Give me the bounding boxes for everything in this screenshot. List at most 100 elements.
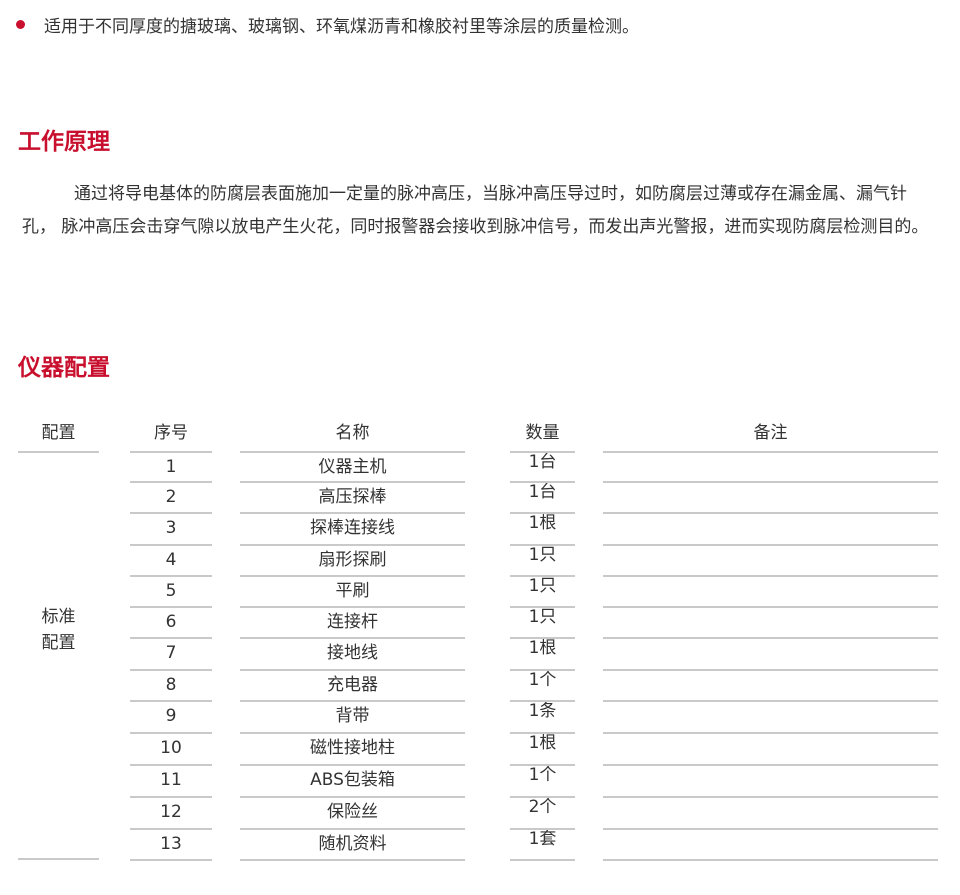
row-name: 保险丝: [327, 802, 378, 822]
divider: [240, 700, 465, 702]
row-qty: 1个: [528, 765, 557, 785]
divider: [510, 828, 575, 830]
row-qty: 1条: [528, 701, 557, 721]
divider: [240, 606, 465, 608]
row-no: 13: [160, 834, 182, 854]
divider: [18, 451, 99, 453]
divider: [240, 828, 465, 830]
header-note: 备注: [753, 423, 788, 443]
row-note: [603, 638, 938, 669]
row-no: 1: [165, 457, 177, 477]
principle-heading: 工作原理: [18, 129, 110, 155]
row-note: [603, 513, 938, 544]
divider: [510, 764, 575, 766]
divider: [240, 481, 465, 483]
row-qty: 1根: [528, 638, 557, 658]
row-no: 8: [165, 675, 177, 695]
row-no: 9: [165, 706, 177, 726]
divider: [603, 732, 938, 734]
row-qty: 1只: [528, 545, 557, 565]
divider: [130, 575, 212, 577]
row-qty: 1根: [528, 733, 557, 753]
row-no: 4: [165, 550, 177, 570]
intro-bullet-text: 适用于不同厚度的搪玻璃、玻璃钢、环氧煤沥青和橡胶衬里等涂层的质量检测。: [44, 17, 639, 37]
divider: [130, 606, 212, 608]
divider: [130, 796, 212, 798]
row-note: [603, 545, 938, 576]
row-qty: 1套: [528, 829, 557, 849]
divider: [603, 764, 938, 766]
divider: [510, 669, 575, 671]
row-no: 2: [165, 487, 177, 507]
divider: [130, 669, 212, 671]
row-name: 背带: [335, 706, 370, 726]
row-name: 随机资料: [318, 834, 387, 854]
row-note: [603, 701, 938, 732]
divider: [603, 481, 938, 483]
divider: [603, 575, 938, 577]
divider: [18, 858, 99, 860]
row-note: [603, 765, 938, 796]
row-no: 12: [160, 802, 182, 822]
row-qty: 1根: [528, 513, 557, 533]
config-heading: 仪器配置: [18, 355, 110, 381]
row-name: ABS包装箱: [310, 770, 395, 790]
row-note: [603, 576, 938, 607]
divider: [510, 544, 575, 546]
row-no: 6: [165, 612, 177, 632]
divider: [240, 512, 465, 514]
divider: [130, 481, 212, 483]
divider: [130, 732, 212, 734]
row-note: [603, 797, 938, 828]
divider: [240, 637, 465, 639]
divider: [510, 859, 575, 861]
row-name: 仪器主机: [318, 457, 387, 477]
divider: [510, 796, 575, 798]
row-qty: 1只: [528, 607, 557, 627]
row-note: [603, 452, 938, 483]
row-name: 探棒连接线: [310, 518, 395, 538]
row-no: 3: [165, 518, 177, 538]
divider: [240, 451, 465, 453]
divider: [130, 828, 212, 830]
divider: [603, 700, 938, 702]
row-qty: 1台: [528, 452, 557, 472]
divider: [510, 451, 575, 453]
principle-text: 通过将导电基体的防腐层表面施加一定量的脉冲高压，当脉冲高压导过时，如防腐层过薄或…: [22, 184, 929, 237]
row-name: 连接杆: [327, 612, 378, 632]
header-no: 序号: [154, 423, 188, 443]
row-note: [603, 733, 938, 764]
divider: [240, 544, 465, 546]
divider: [603, 828, 938, 830]
row-no: 11: [160, 770, 182, 790]
divider: [240, 764, 465, 766]
header-qty: 数量: [525, 423, 560, 443]
divider: [603, 512, 938, 514]
row-note: [603, 607, 938, 638]
divider: [130, 859, 212, 861]
row-no: 5: [165, 581, 177, 601]
bullet-icon: [16, 20, 25, 29]
divider: [603, 796, 938, 798]
row-name: 平刷: [335, 581, 370, 601]
row-qty: 1台: [528, 482, 557, 502]
divider: [510, 637, 575, 639]
group-label: 标准 配置: [41, 607, 76, 653]
divider: [603, 451, 938, 453]
row-name: 充电器: [327, 675, 378, 695]
divider: [510, 481, 575, 483]
row-note: [603, 670, 938, 701]
divider: [603, 544, 938, 546]
divider: [240, 669, 465, 671]
divider: [510, 575, 575, 577]
divider: [510, 512, 575, 514]
divider: [130, 451, 212, 453]
row-name: 磁性接地柱: [310, 738, 395, 758]
row-note: [603, 482, 938, 513]
divider: [510, 700, 575, 702]
divider: [510, 732, 575, 734]
divider: [240, 575, 465, 577]
divider: [603, 669, 938, 671]
row-name: 接地线: [327, 643, 378, 663]
row-no: 10: [160, 738, 182, 758]
